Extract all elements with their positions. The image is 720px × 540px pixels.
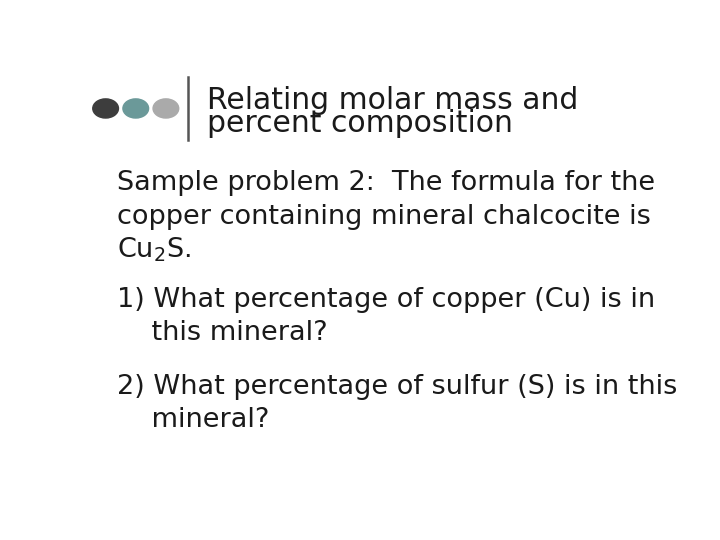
Text: this mineral?: this mineral? bbox=[117, 320, 328, 346]
Text: Cu$_2$S.: Cu$_2$S. bbox=[117, 235, 191, 264]
Circle shape bbox=[153, 99, 179, 118]
Text: Sample problem 2:  The formula for the: Sample problem 2: The formula for the bbox=[117, 170, 655, 197]
Circle shape bbox=[93, 99, 119, 118]
Text: copper containing mineral chalcocite is: copper containing mineral chalcocite is bbox=[117, 204, 651, 230]
Text: mineral?: mineral? bbox=[117, 407, 269, 433]
Text: Relating molar mass and: Relating molar mass and bbox=[207, 86, 579, 114]
Circle shape bbox=[123, 99, 148, 118]
Text: 2) What percentage of sulfur (S) is in this: 2) What percentage of sulfur (S) is in t… bbox=[117, 374, 677, 400]
Text: 1) What percentage of copper (Cu) is in: 1) What percentage of copper (Cu) is in bbox=[117, 287, 655, 313]
Text: percent composition: percent composition bbox=[207, 109, 513, 138]
